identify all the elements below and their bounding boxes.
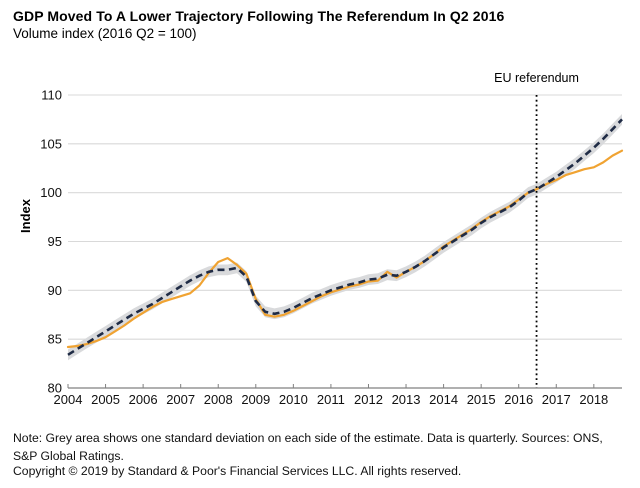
x-tick-label-2009: 2009 [241,392,270,407]
x-tick-label-2012: 2012 [354,392,383,407]
x-tick-label-2013: 2013 [392,392,421,407]
x-tick-label-2015: 2015 [467,392,496,407]
x-tick-label-2017: 2017 [542,392,571,407]
x-tick-label-2018: 2018 [579,392,608,407]
referendum-label: EU referendum [494,71,579,85]
actual-gdp-line [66,149,624,349]
x-tick-label-2004: 2004 [54,392,83,407]
x-tick-label-2016: 2016 [504,392,533,407]
x-tick-label-2007: 2007 [166,392,195,407]
y-axis-title: Index [18,198,33,233]
x-tick-label-2005: 2005 [91,392,120,407]
chart-title: GDP Moved To A Lower Trajectory Followin… [13,8,505,24]
y-tick-label-85: 85 [48,332,62,347]
estimate-gdp-line [67,118,623,356]
note-line-1: Note: Grey area shows one standard devia… [13,431,603,445]
copyright-text: Copyright © 2019 by Standard & Poor's Fi… [13,464,462,478]
x-tick-label-2008: 2008 [204,392,233,407]
x-tick-label-2011: 2011 [317,392,345,407]
y-tick-label-80: 80 [48,381,62,396]
y-tick-label-95: 95 [48,234,62,249]
std-dev-band [68,114,622,361]
note-line-2: S&P Global Ratings. [13,449,124,463]
x-tick-label-2006: 2006 [129,392,158,407]
y-tick-label-90: 90 [48,283,62,298]
y-tick-label-100: 100 [40,185,62,200]
y-tick-label-110: 110 [41,88,62,103]
x-tick-label-2014: 2014 [429,392,458,407]
chart-subtitle: Volume index (2016 Q2 = 100) [13,26,197,41]
chart-note: Note: Grey area shows one standard devia… [13,429,603,465]
x-tick-label-2010: 2010 [279,392,308,407]
y-tick-label-105: 105 [40,136,62,151]
